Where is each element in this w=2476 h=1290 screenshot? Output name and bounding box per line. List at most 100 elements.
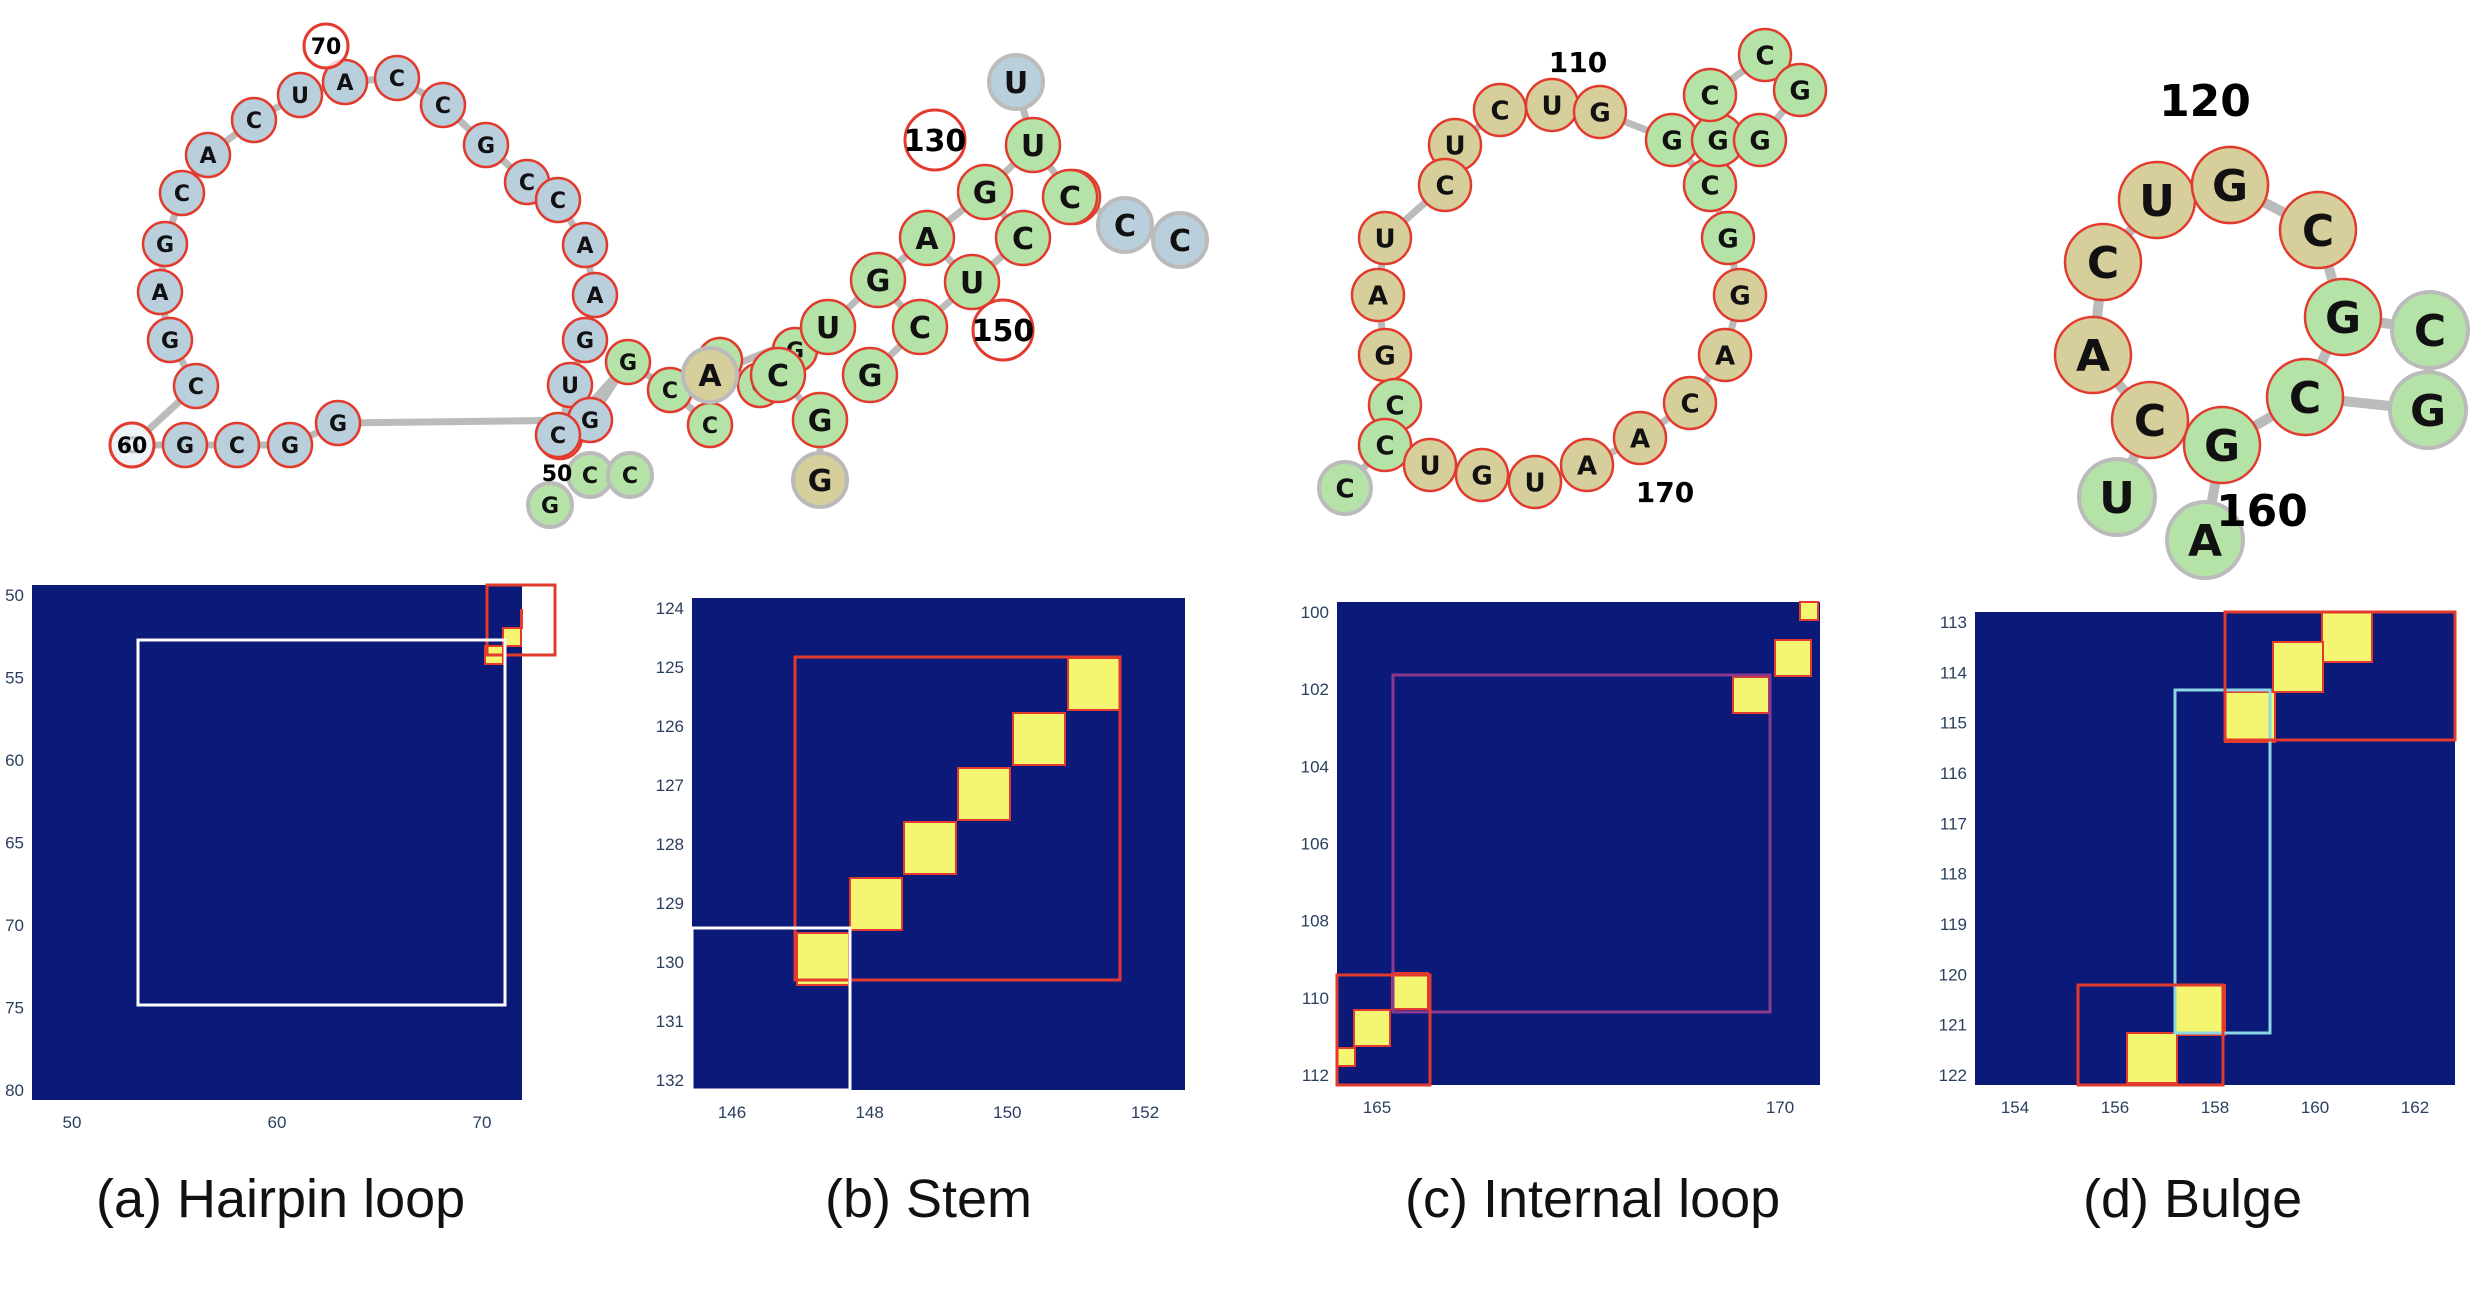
nucleotide-u: U xyxy=(2117,160,2197,240)
position-label-130: 130 xyxy=(903,108,967,172)
nucleotide-a: A xyxy=(681,346,739,404)
adjacency-heatmap-stem: 124 125 126 127 128 129 130 131 132 146 148 150 152 xyxy=(656,598,1185,1122)
svg-text:C: C xyxy=(767,359,789,394)
svg-text:C: C xyxy=(702,414,718,439)
svg-text:C: C xyxy=(1700,171,1719,201)
y-tick-label: 132 xyxy=(656,1071,684,1090)
x-tick-label: 160 xyxy=(2301,1098,2329,1117)
highlight-box xyxy=(2223,610,2457,742)
svg-text:C: C xyxy=(662,379,678,404)
heatmap-cell xyxy=(1732,676,1770,714)
y-tick-label: 104 xyxy=(1301,757,1329,776)
svg-text:60: 60 xyxy=(117,434,148,459)
y-tick-label: 106 xyxy=(1301,835,1329,854)
nucleotide-g: G xyxy=(1572,84,1628,140)
nucleotide-a: A xyxy=(184,131,232,179)
nucleotide-c: C xyxy=(1151,211,1209,269)
svg-text:G: G xyxy=(581,409,599,434)
svg-text:U: U xyxy=(2139,176,2175,227)
svg-text:C: C xyxy=(188,375,204,400)
svg-text:C: C xyxy=(2414,306,2446,357)
svg-text:C: C xyxy=(1012,222,1034,257)
svg-text:C: C xyxy=(174,182,190,207)
svg-text:U: U xyxy=(1004,66,1028,101)
svg-text:G: G xyxy=(281,434,299,459)
nucleotide-g: G xyxy=(2182,405,2262,485)
svg-text:G: G xyxy=(808,464,833,499)
y-tick-label: 60 xyxy=(5,751,24,770)
svg-text:A: A xyxy=(1577,451,1597,481)
nucleotide-c: C xyxy=(686,401,734,449)
nucleotide-c: C xyxy=(1317,460,1373,516)
nucleotide-c: C xyxy=(2390,290,2470,370)
nucleotide-c: C xyxy=(2063,222,2143,302)
y-tick-label: 117 xyxy=(1940,814,1967,833)
svg-text:U: U xyxy=(1524,468,1545,498)
nucleotide-c: C xyxy=(1472,82,1528,138)
x-tick-label: 50 xyxy=(63,1113,82,1132)
nucleotide-a: A xyxy=(1350,267,1406,323)
svg-text:G: G xyxy=(1589,98,1610,128)
nucleotide-a: A xyxy=(2053,315,2133,395)
position-label-170: 170 xyxy=(1636,476,1694,509)
y-tick-label: 115 xyxy=(1940,714,1967,733)
nucleotide-u: U xyxy=(1402,437,1458,493)
nucleotide-c: C xyxy=(230,96,278,144)
svg-text:C: C xyxy=(2289,373,2321,424)
rna-diagram-bulge: CUCCACGUAGCCGG xyxy=(2053,145,2470,580)
y-tick-label: 65 xyxy=(5,834,24,853)
position-label-60: 60 xyxy=(108,421,156,469)
y-tick-label: 126 xyxy=(656,717,684,736)
nucleotide-a: A xyxy=(136,268,184,316)
svg-text:110: 110 xyxy=(1549,46,1607,79)
svg-text:A: A xyxy=(336,71,353,96)
nucleotide-u: U xyxy=(276,71,324,119)
nucleotide-g: G xyxy=(266,421,314,469)
heatmap-background xyxy=(32,585,522,1100)
nucleotide-g: G xyxy=(141,220,189,268)
svg-text:U: U xyxy=(1021,129,1045,164)
nucleotide-c: C xyxy=(1096,196,1154,254)
svg-text:G: G xyxy=(808,404,833,439)
x-tick-label: 60 xyxy=(268,1113,287,1132)
svg-text:170: 170 xyxy=(1636,476,1694,509)
nucleotide-a: A xyxy=(571,271,619,319)
y-tick-label: 75 xyxy=(5,999,24,1018)
svg-text:50: 50 xyxy=(542,462,573,487)
svg-text:G: G xyxy=(156,233,174,258)
nucleotide-c: C xyxy=(213,421,261,469)
heatmaps-layer: 50 55 60 65 70 75 80 50 60 70 124 125 126 127 128 129 13… xyxy=(5,583,2457,1132)
svg-text:C: C xyxy=(1435,171,1454,201)
svg-text:C: C xyxy=(2087,238,2119,289)
y-tick-label: 50 xyxy=(5,586,24,605)
x-tick-label: 150 xyxy=(993,1103,1021,1122)
heatmap-cell xyxy=(1012,712,1066,766)
position-label-110: 110 xyxy=(1549,46,1607,79)
nucleotide-u: U xyxy=(943,253,1001,311)
nucleotide-g: G xyxy=(1772,62,1828,118)
svg-text:A: A xyxy=(698,359,722,394)
y-tick-label: 129 xyxy=(656,894,684,913)
x-tick-label: 154 xyxy=(2001,1098,2029,1117)
y-tick-label: 125 xyxy=(656,658,684,677)
nucleotide-c: C xyxy=(994,209,1052,267)
highlight-box xyxy=(690,926,852,1092)
svg-text:130: 130 xyxy=(904,124,967,159)
svg-text:G: G xyxy=(619,351,637,376)
nucleotide-u: U xyxy=(1524,77,1580,133)
nucleotide-g: G xyxy=(956,163,1014,221)
svg-text:G: G xyxy=(1471,461,1492,491)
svg-text:G: G xyxy=(329,412,347,437)
position-labels-layer: 70 60 50 130 150 110 170 120 160 xyxy=(108,22,2308,537)
nucleotide-g: G xyxy=(462,121,510,169)
y-tick-label: 70 xyxy=(5,916,24,935)
y-tick-label: 122 xyxy=(1939,1066,1967,1085)
svg-text:C: C xyxy=(2302,206,2334,257)
caption-hairpin-loop: (a) Hairpin loop xyxy=(96,1169,466,1229)
svg-text:U: U xyxy=(1541,91,1562,121)
svg-text:U: U xyxy=(1419,451,1440,481)
nucleotide-a: A xyxy=(1612,410,1668,466)
svg-text:C: C xyxy=(2134,396,2166,447)
svg-text:A: A xyxy=(1630,424,1650,454)
